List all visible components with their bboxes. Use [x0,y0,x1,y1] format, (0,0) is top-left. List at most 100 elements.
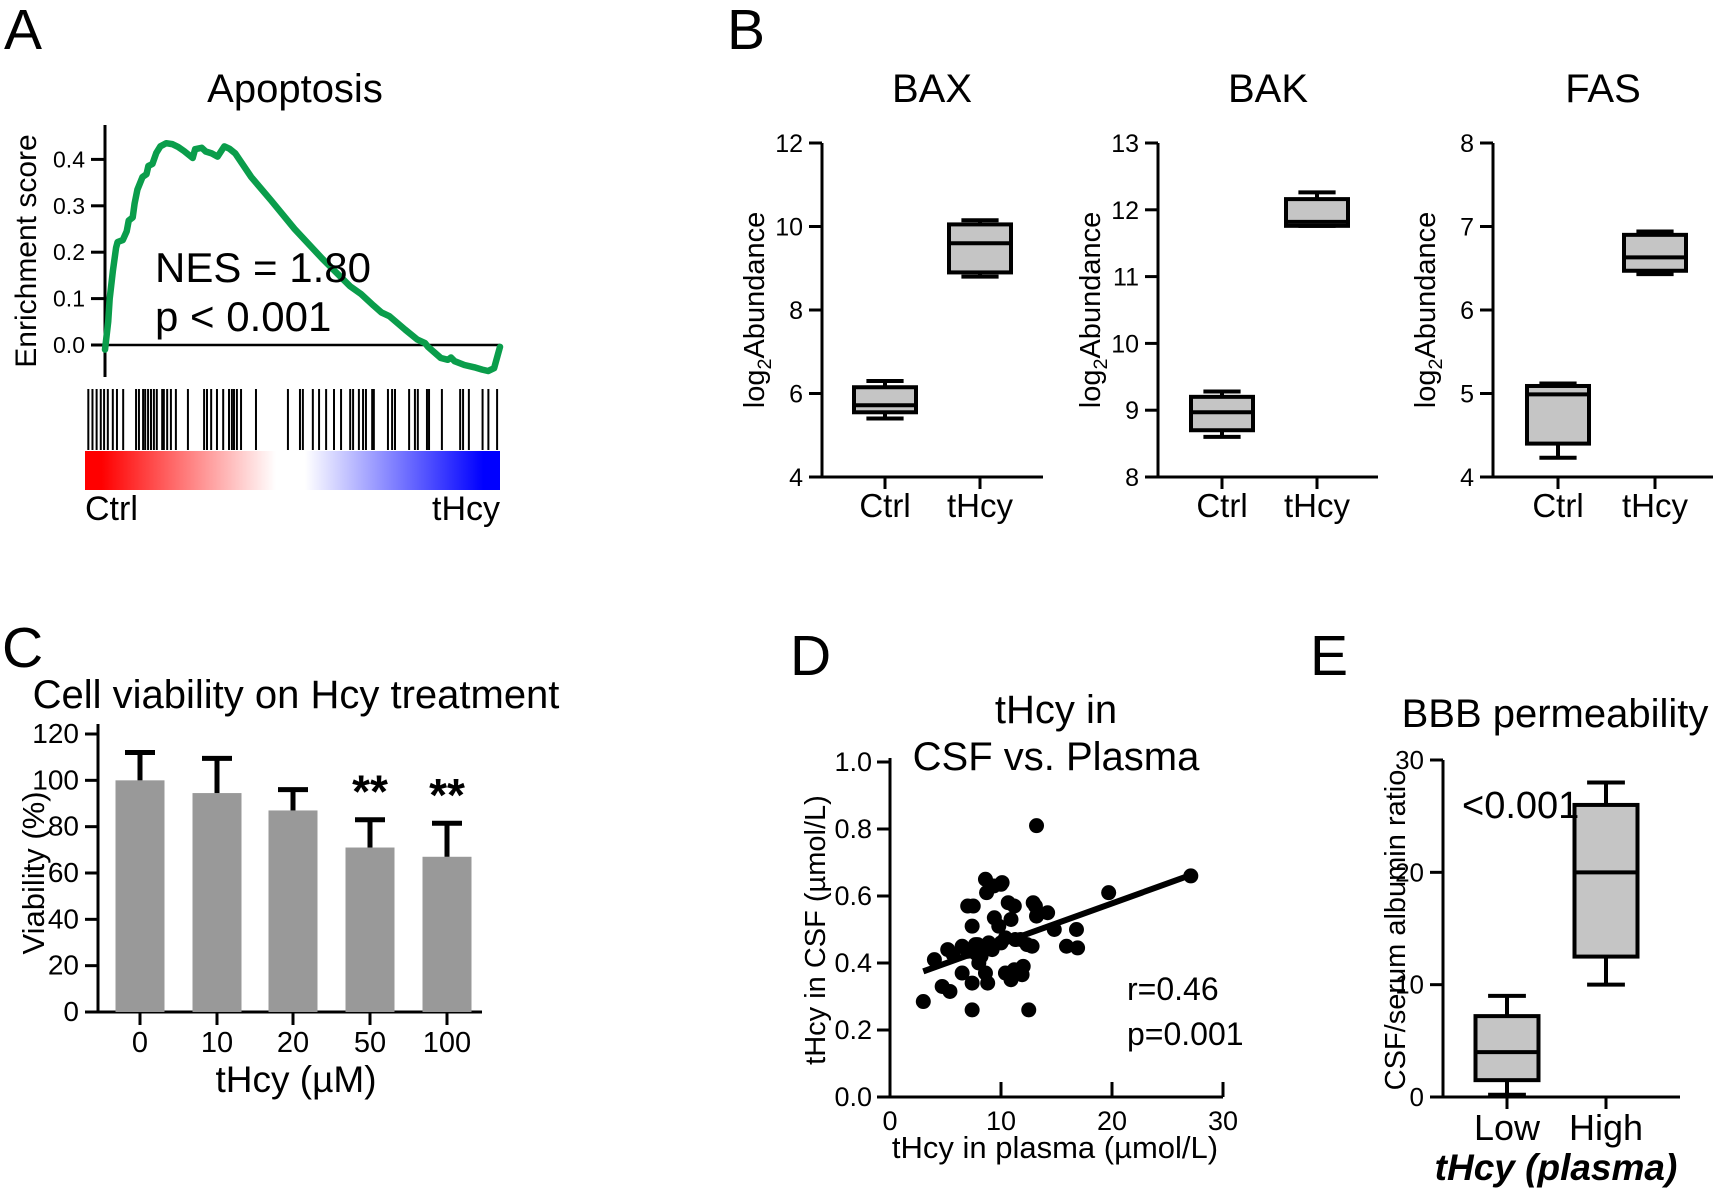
y-tick-label: 0.2 [834,1015,872,1045]
chart-title: BAX [892,67,972,111]
y-tick-label: 12 [1111,197,1139,225]
box-thcy [947,218,1013,279]
y-tick-label: 7 [1460,214,1474,242]
chart-title-line2: CSF vs. Plasma [913,735,1200,779]
y-tick-label: 0.4 [53,146,85,172]
rank-gradient-bar [85,451,500,490]
chart-title: Apoptosis [207,67,383,111]
x-tick-label: 10 [986,1106,1016,1136]
y-tick-label: 5 [1460,381,1474,409]
box-thcy [1622,229,1688,277]
bar [345,847,395,1012]
data-point [965,898,981,914]
data-point [942,983,958,999]
data-point [964,975,980,991]
y-axis-label: Enrichment score [10,134,43,367]
category-label: Ctrl [1532,487,1583,524]
r-value-annotation: r=0.46 [1127,971,1219,1007]
x-tick-label: 50 [354,1027,386,1059]
y-tick-label: 8 [1125,464,1139,492]
y-tick-label: 10 [1395,970,1424,1000]
y-tick-label: 1.0 [834,747,872,777]
y-tick-label: 12 [775,130,803,158]
x-axis-label: tHcy (plasma) [1435,1147,1678,1188]
x-tick-label: 20 [277,1027,309,1059]
panel-label-c: C [2,616,44,680]
bax-boxplot-chart: BAX 4 6 8 10 12 log2Abundance Ctrl tHcy [739,67,1043,524]
data-point [991,918,1007,934]
panel-label-d: D [790,624,832,688]
box-thcy [1284,190,1350,228]
y-axis-label: tHcy in CSF (µmol/L) [800,795,832,1065]
group-label-thcy: tHcy [432,490,500,528]
y-tick-label: 0.0 [834,1082,872,1112]
y-tick-label: 0.1 [53,286,85,312]
p-value-annotation: p=0.001 [1127,1016,1244,1052]
data-point [980,975,996,991]
panel-label-a: A [4,0,43,62]
box-high [1572,780,1640,987]
regression-line [922,871,1195,975]
data-point [1058,938,1074,954]
y-tick-label: 9 [1125,397,1139,425]
y-tick-label: 10 [1111,330,1139,358]
data-point [1068,922,1084,937]
y-tick-label: 0.4 [834,948,872,978]
y-tick-label: 0.3 [53,193,85,219]
chart-title: BAK [1228,67,1308,111]
category-label: tHcy [1284,487,1351,524]
significance-marker: ** [352,766,388,818]
bar [268,810,318,1012]
bar [422,856,472,1012]
x-tick-label: 30 [1208,1106,1238,1136]
bak-boxplot-chart: BAK 8 9 10 11 12 13 log2Abundance Ctrl tHcy [1075,67,1378,524]
x-tick-label: 10 [201,1027,233,1059]
box-ctrl [1189,389,1255,439]
panel-label-e: E [1310,624,1349,688]
y-axis-label: Viability (%) [16,791,51,954]
data-point [1006,898,1022,914]
bar [192,793,242,1012]
data-point [994,875,1010,891]
box-rect [1622,232,1688,273]
y-tick-label: 20 [1395,857,1424,887]
gsea-apoptosis-chart: Apoptosis 0.0 0.1 0.2 0.3 0.4 Enrichment score… [10,67,504,528]
box-ctrl [852,378,918,421]
p-value-annotation: p < 0.001 [155,293,331,340]
x-tick-label: 100 [423,1027,471,1059]
box-low [1473,993,1541,1097]
significance-marker: ** [429,769,465,821]
group-label-ctrl: Ctrl [85,490,138,528]
category-label: Ctrl [1196,487,1247,524]
y-tick-label: 0 [1410,1082,1424,1112]
fas-boxplot-chart: FAS 4 5 6 7 8 log2Abundance Ctrl tHcy [1410,67,1713,524]
y-tick-label: 40 [48,903,79,934]
panel-label-b: B [727,0,766,62]
chart-title: Cell viability on Hcy treatment [33,673,560,717]
y-tick-label: 13 [1111,130,1139,158]
enrichment-curve [101,139,504,375]
data-point [1021,1002,1037,1018]
y-tick-label: 11 [1113,264,1139,292]
y-axis-label: log2Abundance [1075,212,1112,408]
category-label: tHcy [947,487,1014,524]
y-tick-label: 100 [32,764,79,795]
y-tick-label: 4 [1460,464,1474,492]
y-axis-label: CSF/serum albumin ratio [1380,770,1412,1091]
chart-title-line1: tHcy in [995,688,1117,732]
y-axis-label: log2Abundance [1410,212,1447,408]
chart-title: BBB permeability [1402,692,1709,736]
y-tick-label: 6 [789,381,803,409]
data-point [1024,938,1040,954]
chart-title: FAS [1565,67,1641,111]
x-tick-label: 0 [882,1106,897,1136]
y-tick-label: 80 [48,811,79,842]
nes-annotation: NES = 1.80 [155,244,371,291]
box-ctrl [1525,381,1591,460]
y-tick-label: 6 [1460,297,1474,325]
data-point [1015,958,1031,974]
box-rect [1572,802,1640,959]
